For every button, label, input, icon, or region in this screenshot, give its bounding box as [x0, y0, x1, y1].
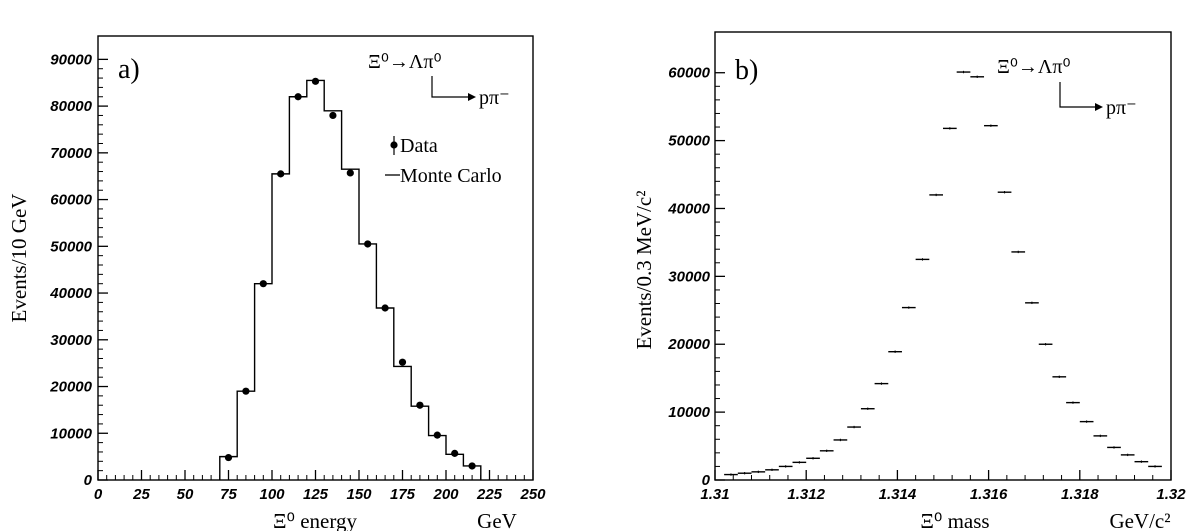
panel-a-frame	[97, 35, 534, 481]
a-x-tick-label: 100	[259, 486, 285, 503]
panel-b-decay-main: Ξ⁰→Λπ⁰	[997, 56, 1071, 78]
data-point	[416, 401, 424, 409]
panel-b-decay-arrowhead	[1095, 103, 1103, 111]
a-y-tick-label: 0	[84, 472, 93, 489]
b-x-tick-label: 1.32	[1156, 486, 1186, 503]
a-y-tick-label: 70000	[50, 145, 92, 162]
panel-b-x-axis: 1.31 1.312 1.314 1.316 1.318 1.32	[700, 470, 1186, 503]
b-y-tick-label: 0	[702, 472, 711, 489]
a-x-tick-label: 25	[132, 486, 150, 503]
b-x-tick-label: 1.316	[970, 486, 1008, 503]
a-x-tick-label: 175	[390, 486, 416, 503]
panel-a-decay-main: Ξ⁰→Λπ⁰	[368, 51, 442, 73]
a-x-tick-label: 50	[177, 486, 194, 503]
data-point	[398, 358, 407, 366]
data-point	[451, 449, 459, 457]
data-point	[277, 170, 285, 178]
panel-b-frame	[714, 31, 1172, 481]
panel-a-x-unit: GeV	[477, 509, 517, 531]
panel-a-label: a)	[118, 54, 140, 85]
data-point	[242, 387, 250, 395]
panel-a-y-axis-label: Events/10 GeV	[7, 194, 31, 323]
a-x-tick-label: 125	[303, 486, 329, 503]
panel-b-y-axis: 0 10000 20000 30000 40000 50000 60000	[667, 65, 725, 489]
data-point	[311, 77, 320, 85]
a-x-tick-label: 250	[519, 486, 546, 503]
data-point	[346, 169, 354, 177]
data-point	[259, 280, 267, 288]
a-x-tick-label: 150	[346, 486, 372, 503]
b-y-tick-label: 20000	[667, 336, 710, 353]
a-y-tick-label: 20000	[49, 379, 92, 396]
a-x-tick-label: 225	[476, 486, 503, 503]
b-y-tick-label: 10000	[668, 404, 710, 421]
panel-b-label: b)	[735, 55, 758, 86]
panel-b-y-axis-label: Events/0.3 MeV/c²	[632, 190, 656, 349]
b-y-tick-label: 50000	[668, 133, 710, 150]
b-y-tick-label: 60000	[668, 65, 710, 82]
data-point	[381, 304, 389, 312]
panel-a-series	[219, 77, 482, 480]
panel-b-series	[724, 70, 1162, 476]
a-y-tick-label: 10000	[50, 425, 92, 442]
a-x-tick-label: 200	[432, 486, 459, 503]
b-x-tick-label: 1.318	[1061, 486, 1099, 503]
a-x-tick-label: 0	[94, 486, 103, 503]
data-point	[329, 111, 337, 120]
a-x-tick-label: 75	[220, 486, 237, 503]
panel-b-x-unit: GeV/c²	[1109, 509, 1170, 531]
panel-b-x-axis-label: Ξ⁰ mass	[920, 509, 989, 531]
panel-a-energy-histogram: 0 10000 20000 30000 40000 50000 60000 70000 8000…	[7, 35, 546, 531]
b-x-tick-label: 1.314	[879, 486, 917, 503]
a-y-tick-label: 90000	[50, 51, 92, 68]
b-y-tick-label: 40000	[667, 200, 710, 217]
panel-a-decay-arrow	[431, 76, 468, 98]
panel-a-decay-arrowhead	[468, 93, 476, 101]
panel-a-x-axis: 0 25 50 75 100 125 150 175 200 225 250	[94, 470, 546, 503]
data-point	[364, 240, 372, 248]
mc-histogram-steps	[219, 79, 482, 480]
data-point	[294, 93, 302, 101]
a-y-tick-label: 50000	[50, 238, 92, 255]
panel-b-decay-arrow	[1059, 82, 1095, 108]
data-point	[468, 462, 476, 470]
b-y-tick-label: 30000	[668, 268, 710, 285]
b-x-tick-label: 1.312	[787, 486, 825, 503]
legend-data-marker	[390, 141, 398, 149]
a-y-tick-label: 30000	[50, 332, 92, 349]
data-point	[224, 453, 233, 462]
a-y-tick-label: 60000	[50, 192, 92, 209]
legend-data-label: Data	[400, 135, 438, 157]
a-y-tick-label: 40000	[49, 285, 92, 302]
panel-a-decay-sub: pπ⁻	[479, 87, 510, 109]
b-x-tick-label: 1.31	[700, 486, 729, 503]
panel-a-x-axis-label: Ξ⁰ energy	[273, 509, 357, 531]
legend-mc-label: Monte Carlo	[400, 165, 502, 187]
a-y-tick-label: 80000	[50, 98, 92, 115]
panel-b-decay-sub: pπ⁻	[1106, 97, 1137, 119]
data-point	[433, 431, 441, 439]
panel-a-y-axis: 0 10000 20000 30000 40000 50000 60000 70000 8000…	[49, 51, 108, 489]
